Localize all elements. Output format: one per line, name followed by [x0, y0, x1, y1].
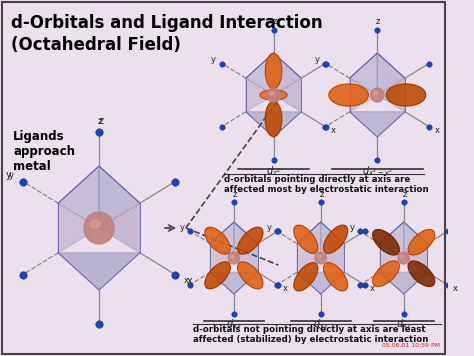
Ellipse shape [408, 230, 435, 255]
Text: z: z [98, 117, 102, 126]
Polygon shape [297, 222, 321, 258]
Ellipse shape [228, 252, 239, 264]
Polygon shape [210, 222, 234, 258]
Polygon shape [404, 222, 428, 258]
Ellipse shape [270, 91, 274, 95]
Text: d-orbitals pointing directly at axis are
affected most by electrostatic interact: d-orbitals pointing directly at axis are… [224, 175, 428, 194]
Ellipse shape [294, 225, 318, 253]
Text: Ligands
approach
metal: Ligands approach metal [13, 130, 75, 173]
Polygon shape [349, 112, 405, 137]
Polygon shape [380, 244, 404, 272]
Text: y: y [266, 223, 272, 232]
Ellipse shape [329, 84, 368, 106]
Text: y: y [315, 55, 320, 64]
Ellipse shape [267, 88, 280, 102]
Polygon shape [210, 244, 234, 272]
Text: y: y [180, 223, 185, 232]
Ellipse shape [260, 90, 287, 100]
Text: z: z [272, 17, 277, 26]
Text: y: y [9, 171, 14, 180]
Text: $d_{z^2}$: $d_{z^2}$ [266, 164, 281, 178]
Text: z: z [402, 190, 407, 199]
Polygon shape [297, 244, 321, 272]
Polygon shape [99, 203, 140, 253]
Polygon shape [246, 78, 273, 112]
Polygon shape [321, 222, 345, 258]
Ellipse shape [324, 225, 347, 253]
Text: z: z [233, 190, 237, 199]
Ellipse shape [294, 263, 318, 291]
Text: $d_{xz}$: $d_{xz}$ [396, 318, 411, 331]
Polygon shape [246, 112, 301, 137]
Polygon shape [297, 272, 345, 294]
Text: x: x [453, 284, 458, 293]
Polygon shape [99, 166, 140, 228]
Ellipse shape [90, 220, 100, 228]
Polygon shape [273, 78, 301, 112]
Text: $d_{yz}$: $d_{yz}$ [313, 318, 328, 332]
Ellipse shape [315, 252, 327, 264]
Text: y: y [6, 170, 11, 180]
Polygon shape [234, 244, 258, 272]
Ellipse shape [205, 262, 230, 289]
Polygon shape [273, 53, 301, 95]
Polygon shape [321, 244, 345, 272]
Ellipse shape [408, 261, 435, 287]
Polygon shape [58, 166, 99, 228]
Ellipse shape [230, 255, 235, 258]
Ellipse shape [401, 255, 404, 258]
Text: $d_{xy}$: $d_{xy}$ [226, 318, 242, 332]
Ellipse shape [373, 230, 399, 255]
Text: y: y [349, 223, 355, 232]
Ellipse shape [386, 84, 426, 106]
Ellipse shape [84, 212, 114, 244]
Polygon shape [234, 222, 258, 258]
Text: d-orbitals not pointing directly at axis are least
affected (stabilized) by elec: d-orbitals not pointing directly at axis… [193, 325, 429, 344]
Text: y: y [211, 55, 216, 64]
Polygon shape [377, 53, 405, 95]
Text: x: x [435, 126, 440, 135]
Text: x: x [331, 126, 336, 135]
Polygon shape [377, 78, 405, 112]
Ellipse shape [324, 263, 347, 291]
Polygon shape [380, 222, 404, 258]
Text: x: x [187, 276, 192, 286]
Polygon shape [210, 272, 258, 294]
Ellipse shape [265, 101, 282, 137]
Text: z: z [99, 116, 103, 126]
Text: d-Orbitals and Ligand Interaction
(Octahedral Field): d-Orbitals and Ligand Interaction (Octah… [11, 14, 323, 54]
Text: 05.06.01 10:59 PM: 05.06.01 10:59 PM [382, 343, 439, 348]
Ellipse shape [237, 227, 263, 254]
Ellipse shape [374, 91, 378, 95]
Polygon shape [349, 78, 377, 112]
Polygon shape [58, 253, 140, 290]
Ellipse shape [317, 255, 321, 258]
Ellipse shape [398, 252, 410, 264]
Text: $d_{x^2-y^2}$: $d_{x^2-y^2}$ [362, 164, 393, 179]
Ellipse shape [205, 227, 230, 254]
Ellipse shape [371, 88, 384, 102]
Text: z: z [319, 190, 324, 199]
Text: x: x [283, 284, 288, 293]
Polygon shape [404, 244, 428, 272]
Polygon shape [58, 203, 99, 253]
Ellipse shape [265, 53, 282, 89]
Ellipse shape [237, 262, 263, 289]
Text: z: z [376, 17, 381, 26]
Polygon shape [246, 53, 273, 95]
Text: x: x [184, 276, 189, 285]
Polygon shape [380, 272, 428, 294]
Ellipse shape [373, 261, 399, 287]
Text: x: x [370, 284, 375, 293]
Polygon shape [349, 53, 377, 95]
